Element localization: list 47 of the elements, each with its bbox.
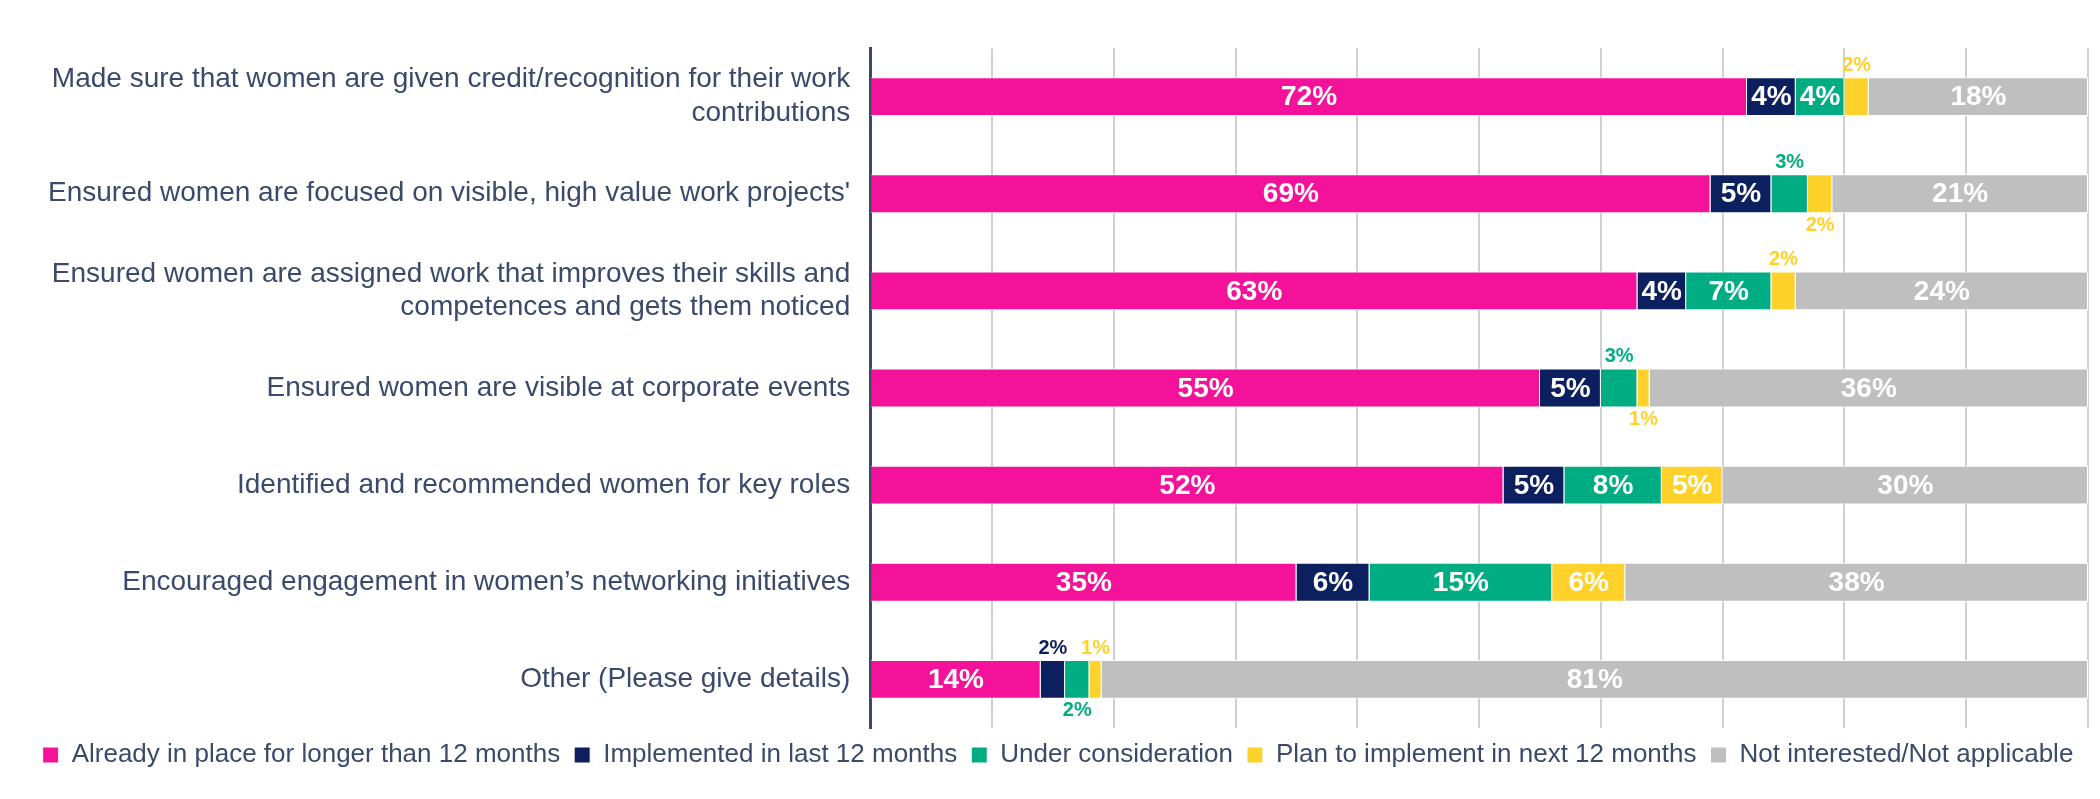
data-label: 2% <box>1038 635 1068 658</box>
data-label: 52% <box>1159 468 1216 500</box>
y-tick-label: Ensured women are visible at corporate events <box>266 370 851 402</box>
data-label: 7% <box>1708 274 1750 306</box>
data-label: 63% <box>1226 274 1283 306</box>
data-label: 72% <box>1281 80 1338 112</box>
data-label: 15% <box>1432 566 1489 597</box>
y-tick-label: Ensured women are assigned work that improves their skills and competences and gets them noticed <box>51 256 851 322</box>
data-label: 1% <box>1629 406 1659 429</box>
data-label: 5% <box>1513 468 1555 500</box>
legend-label: Not interested/Not applicable <box>1739 738 2074 769</box>
data-label: 24% <box>1913 274 1970 306</box>
data-label: 6% <box>1568 566 1610 597</box>
legend-label: Under consideration <box>1000 738 1233 769</box>
data-label: 69% <box>1262 177 1319 209</box>
data-label: 55% <box>1177 371 1234 403</box>
y-tick-label: Identified and recommended women for key roles <box>236 467 851 499</box>
data-label: 2% <box>1842 52 1872 75</box>
data-label: 30% <box>1877 468 1934 500</box>
data-label: 1% <box>1081 635 1111 658</box>
y-tick-label: Ensured women are focused on visible, high value work projects' <box>47 176 851 208</box>
data-label: 38% <box>1828 566 1885 597</box>
data-label: 5% <box>1671 468 1713 500</box>
legend-label: Plan to implement in next 12 months <box>1275 738 1697 769</box>
legend-label: Already in place for longer than 12 months <box>71 738 561 769</box>
data-label: 5% <box>1720 177 1762 209</box>
y-tick-label: Other (Please give details) <box>520 662 851 694</box>
data-label: 14% <box>927 663 985 695</box>
data-label: 4% <box>1641 274 1683 306</box>
data-label: 8% <box>1592 468 1634 500</box>
data-label: 81% <box>1566 663 1623 695</box>
data-label: 36% <box>1840 371 1897 403</box>
data-label: 2% <box>1062 698 1092 721</box>
data-label: 18% <box>1950 80 2007 112</box>
data-label: 4% <box>1799 80 1841 112</box>
data-label: 2% <box>1769 246 1799 269</box>
y-tick-label: Encouraged engagement in women’s networking initiatives <box>122 565 851 596</box>
data-label: 6% <box>1312 566 1354 597</box>
data-label: 3% <box>1775 149 1805 172</box>
data-label: 2% <box>1805 212 1835 235</box>
data-label: 21% <box>1932 177 1989 209</box>
data-label: 35% <box>1055 566 1112 597</box>
legend-label: Implemented in last 12 months <box>603 738 958 769</box>
data-label: 4% <box>1751 80 1792 112</box>
y-tick-label: Made sure that women are given credit/recognition for their work contributions <box>51 62 852 128</box>
data-label: 5% <box>1550 371 1591 403</box>
data-label: 3% <box>1604 344 1634 367</box>
